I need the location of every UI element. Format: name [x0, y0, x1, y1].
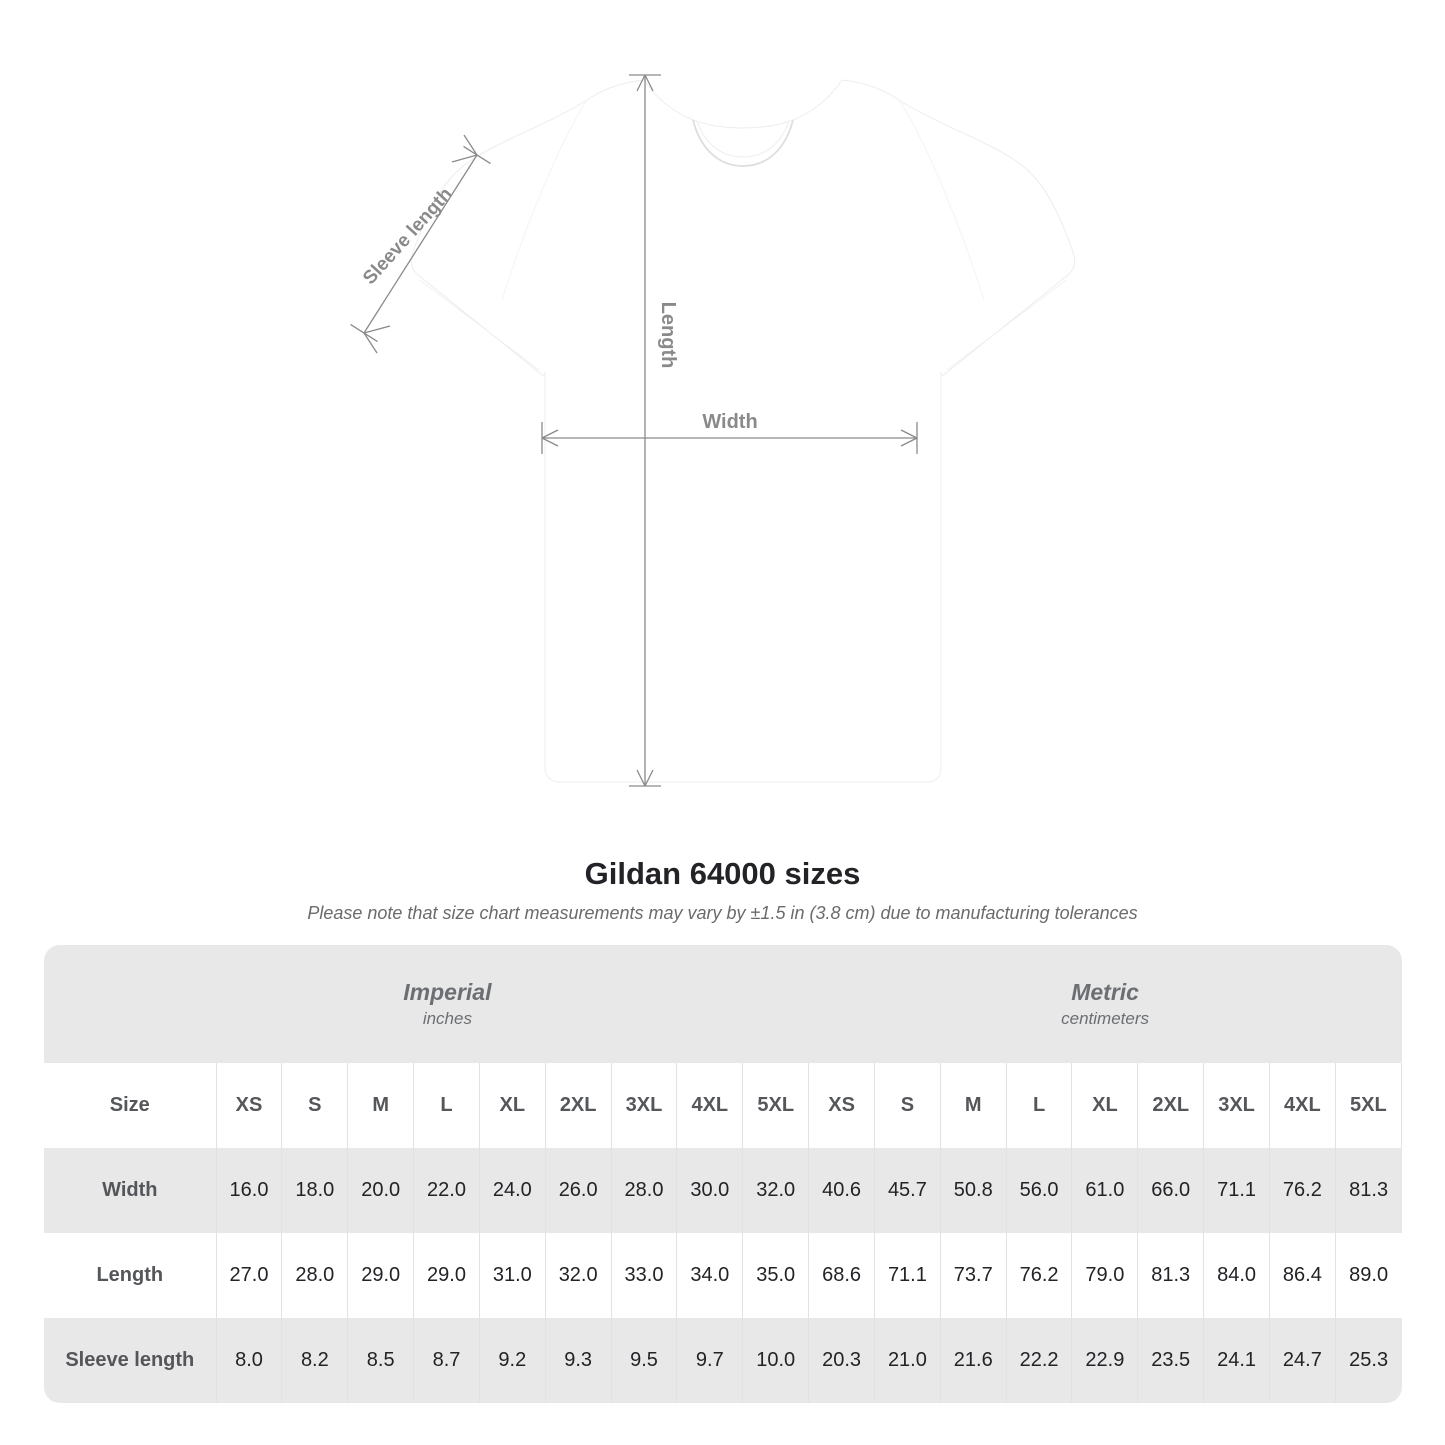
svg-text:Width: Width — [702, 411, 757, 433]
svg-text:Length: Length — [657, 302, 679, 369]
